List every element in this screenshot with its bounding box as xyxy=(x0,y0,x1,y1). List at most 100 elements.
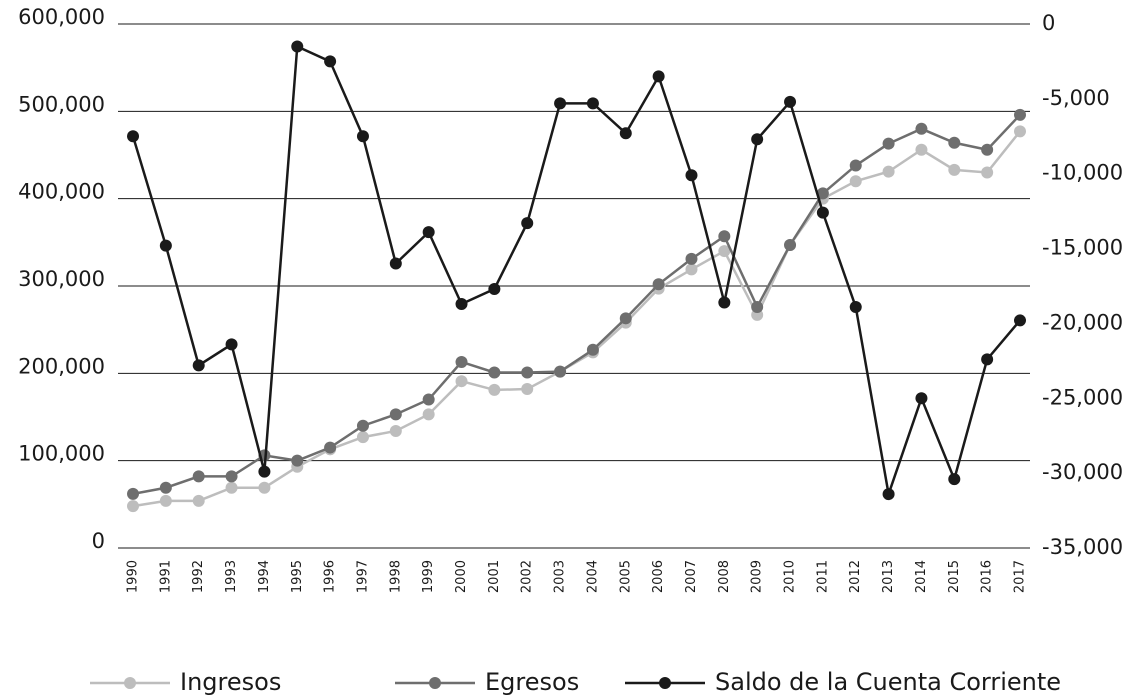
x-tick-label: 1991 xyxy=(158,560,173,593)
x-tick-label: 2001 xyxy=(487,560,502,593)
legend-marker xyxy=(124,677,136,689)
y-tick-label: 300,000 xyxy=(18,267,105,291)
point xyxy=(258,465,271,478)
point xyxy=(422,393,435,406)
point xyxy=(422,408,435,421)
point xyxy=(291,454,304,467)
y2-tick-label: 0 xyxy=(1042,11,1055,35)
y2-tick-label: -35,000 xyxy=(1042,535,1123,559)
x-tick-label: 1996 xyxy=(323,560,338,593)
point xyxy=(455,297,468,310)
point xyxy=(816,187,829,200)
point xyxy=(882,137,895,150)
point xyxy=(849,175,862,188)
point xyxy=(356,431,369,444)
point xyxy=(488,366,501,379)
point xyxy=(159,494,172,507)
x-tick-label: 2003 xyxy=(553,560,568,593)
point xyxy=(981,353,994,366)
point xyxy=(586,343,599,356)
x-tick-label: 2002 xyxy=(520,560,535,593)
point xyxy=(1014,108,1026,121)
x-tick-label: 2013 xyxy=(881,560,896,593)
point xyxy=(685,263,698,276)
x-tick-label: 2016 xyxy=(980,560,995,593)
point xyxy=(915,143,928,156)
point xyxy=(849,300,862,313)
point xyxy=(356,130,369,143)
point xyxy=(127,500,139,513)
point xyxy=(718,230,731,243)
point xyxy=(192,359,205,372)
point xyxy=(652,70,665,83)
point xyxy=(915,122,928,135)
x-tick-label: 1995 xyxy=(290,560,305,593)
point xyxy=(324,55,337,68)
legend-label: Saldo de la Cuenta Corriente xyxy=(715,668,1061,696)
x-tick-label: 2010 xyxy=(783,560,798,593)
point xyxy=(882,165,895,178)
point xyxy=(619,312,632,325)
point xyxy=(521,217,534,230)
point xyxy=(849,159,862,172)
point xyxy=(981,166,994,179)
point xyxy=(291,40,304,53)
point xyxy=(718,245,731,258)
point xyxy=(784,95,797,108)
point xyxy=(521,383,534,396)
point xyxy=(389,424,402,437)
x-tick-label: 2005 xyxy=(618,560,633,593)
point xyxy=(159,481,172,494)
point xyxy=(948,163,961,176)
point xyxy=(685,252,698,265)
legend-marker xyxy=(659,677,671,689)
point xyxy=(225,338,238,351)
x-tick-label: 1990 xyxy=(126,560,141,593)
point xyxy=(948,473,961,486)
x-tick-label: 1992 xyxy=(191,560,206,593)
x-tick-label: 2008 xyxy=(717,560,732,593)
point xyxy=(225,481,238,494)
point xyxy=(455,355,468,368)
point xyxy=(192,494,205,507)
point xyxy=(1014,314,1026,327)
x-tick-label: 1997 xyxy=(355,560,370,593)
point xyxy=(422,226,435,239)
point xyxy=(554,97,567,110)
y-tick-label: 0 xyxy=(92,529,105,553)
y2-tick-label: -15,000 xyxy=(1042,236,1123,260)
point xyxy=(389,257,402,270)
x-tick-label: 2006 xyxy=(651,560,666,593)
point xyxy=(784,238,797,251)
x-tick-label: 2000 xyxy=(454,560,469,593)
point xyxy=(488,282,501,295)
x-tick-label: 1999 xyxy=(421,560,436,593)
point xyxy=(455,375,468,388)
point xyxy=(1014,125,1026,138)
x-tick-label: 2007 xyxy=(684,560,699,593)
series-line xyxy=(132,113,1021,496)
point xyxy=(127,487,139,500)
point xyxy=(324,441,337,454)
x-tick-label: 2012 xyxy=(848,560,863,593)
y2-tick-label: -30,000 xyxy=(1042,460,1123,484)
point xyxy=(225,470,238,483)
point xyxy=(948,136,961,149)
point xyxy=(751,300,764,313)
point xyxy=(718,296,731,309)
y2-tick-label: -5,000 xyxy=(1042,86,1110,110)
x-tick-label: 1998 xyxy=(388,560,403,593)
x-tick-label: 1993 xyxy=(224,560,239,593)
point xyxy=(159,239,172,252)
legend-label: Ingresos xyxy=(180,668,281,696)
point xyxy=(127,130,139,143)
x-tick-label: 2011 xyxy=(815,560,830,593)
point xyxy=(356,419,369,432)
point xyxy=(192,470,205,483)
point xyxy=(389,408,402,421)
legend-label: Egresos xyxy=(485,668,579,696)
point xyxy=(554,365,567,378)
point xyxy=(882,488,895,501)
point xyxy=(258,481,271,494)
